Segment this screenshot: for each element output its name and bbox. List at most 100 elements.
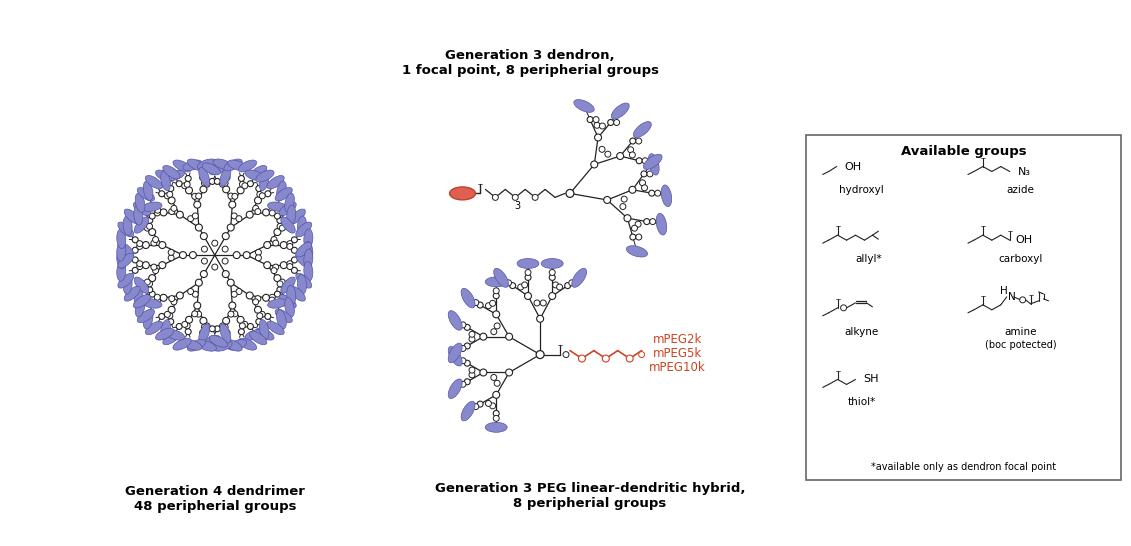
Circle shape — [631, 225, 638, 231]
Circle shape — [593, 117, 599, 122]
Circle shape — [254, 295, 261, 301]
Ellipse shape — [161, 171, 171, 191]
Circle shape — [222, 246, 228, 252]
Ellipse shape — [213, 341, 232, 351]
Circle shape — [204, 323, 210, 329]
Circle shape — [649, 218, 656, 224]
Circle shape — [209, 179, 215, 185]
Circle shape — [556, 284, 562, 290]
Circle shape — [460, 358, 466, 364]
Circle shape — [137, 241, 143, 247]
Ellipse shape — [213, 159, 232, 169]
Circle shape — [182, 322, 188, 328]
Circle shape — [193, 302, 201, 309]
Ellipse shape — [163, 165, 180, 179]
Circle shape — [169, 295, 174, 301]
Circle shape — [265, 313, 270, 319]
Ellipse shape — [133, 205, 143, 225]
Ellipse shape — [133, 295, 150, 308]
Circle shape — [541, 300, 546, 306]
Ellipse shape — [136, 193, 145, 212]
Circle shape — [578, 355, 586, 362]
Circle shape — [180, 252, 187, 259]
Ellipse shape — [662, 185, 672, 206]
Circle shape — [493, 288, 499, 294]
Circle shape — [460, 322, 466, 328]
Circle shape — [280, 241, 287, 248]
Circle shape — [222, 324, 228, 330]
Ellipse shape — [136, 298, 145, 317]
Circle shape — [269, 297, 275, 303]
Circle shape — [192, 311, 198, 317]
Ellipse shape — [173, 160, 191, 172]
Circle shape — [628, 147, 633, 153]
Circle shape — [242, 183, 248, 189]
Ellipse shape — [123, 275, 132, 294]
Circle shape — [277, 281, 283, 287]
Ellipse shape — [137, 187, 155, 201]
Circle shape — [616, 152, 623, 159]
Circle shape — [232, 193, 238, 199]
Circle shape — [492, 194, 499, 200]
Ellipse shape — [250, 165, 267, 179]
Circle shape — [256, 186, 261, 192]
Circle shape — [143, 241, 149, 248]
Circle shape — [277, 287, 283, 293]
Circle shape — [192, 193, 198, 199]
Text: alkyne: alkyne — [845, 327, 879, 337]
Text: azide: azide — [1007, 186, 1035, 195]
Ellipse shape — [245, 330, 264, 340]
Ellipse shape — [494, 268, 509, 287]
Circle shape — [594, 122, 601, 128]
Circle shape — [132, 257, 138, 263]
Circle shape — [590, 161, 598, 168]
Ellipse shape — [173, 339, 191, 350]
Circle shape — [153, 236, 158, 242]
Circle shape — [138, 280, 145, 286]
Circle shape — [630, 234, 636, 240]
Circle shape — [506, 369, 512, 376]
Circle shape — [219, 323, 225, 329]
Circle shape — [155, 297, 161, 303]
Ellipse shape — [165, 170, 184, 181]
Circle shape — [629, 186, 636, 193]
Circle shape — [285, 224, 291, 230]
Circle shape — [223, 317, 230, 324]
Circle shape — [242, 322, 248, 328]
Text: mPEG10k: mPEG10k — [649, 361, 706, 374]
Circle shape — [641, 185, 648, 191]
Circle shape — [169, 197, 175, 204]
Circle shape — [223, 271, 230, 277]
Text: allyl*: allyl* — [855, 254, 882, 264]
Circle shape — [188, 288, 193, 294]
Ellipse shape — [224, 159, 242, 171]
Circle shape — [236, 216, 242, 222]
Circle shape — [192, 213, 198, 219]
Circle shape — [536, 315, 544, 322]
Circle shape — [649, 190, 655, 196]
Circle shape — [150, 264, 157, 270]
Ellipse shape — [183, 160, 202, 170]
Ellipse shape — [163, 331, 180, 345]
Circle shape — [185, 187, 192, 194]
Circle shape — [145, 225, 150, 231]
Circle shape — [275, 213, 280, 219]
Text: Generation 4 dendrimer
48 peripherial groups: Generation 4 dendrimer 48 peripherial gr… — [124, 485, 304, 513]
Circle shape — [607, 120, 614, 126]
Circle shape — [464, 379, 470, 385]
Ellipse shape — [279, 295, 296, 308]
Ellipse shape — [450, 187, 475, 200]
Circle shape — [192, 291, 198, 297]
Circle shape — [219, 181, 225, 187]
Ellipse shape — [143, 202, 162, 211]
Circle shape — [184, 323, 190, 329]
Ellipse shape — [118, 242, 133, 257]
Circle shape — [277, 223, 283, 229]
Circle shape — [490, 403, 495, 409]
Circle shape — [257, 192, 262, 198]
Ellipse shape — [297, 216, 307, 236]
Circle shape — [169, 306, 175, 313]
Text: N: N — [1008, 292, 1016, 302]
Circle shape — [534, 300, 539, 306]
Ellipse shape — [161, 319, 171, 339]
